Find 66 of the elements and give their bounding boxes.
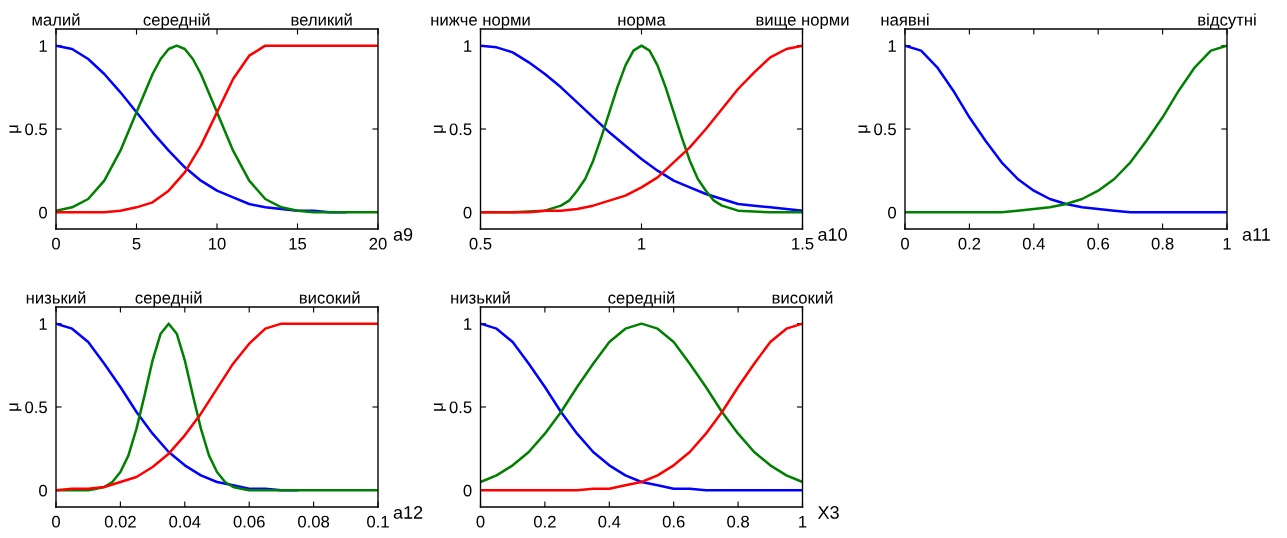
x-tick-label: 1 — [638, 237, 646, 250]
line-series — [56, 322, 378, 492]
y-tick-label: 1 — [39, 318, 47, 330]
x-tick-label: 0.06 — [233, 515, 265, 528]
x-tick-label: 0.6 — [662, 515, 685, 528]
x-axis-title: a10 — [818, 228, 847, 241]
series-label: малий — [32, 13, 80, 26]
x-tick-label: 0 — [52, 237, 60, 250]
x-tick-label: 0.08 — [298, 515, 330, 528]
y-tick-label: 0 — [39, 484, 48, 497]
y-axis-title: μ — [433, 125, 446, 133]
x-tick-label: 1 — [1223, 237, 1231, 250]
series-label: низький — [451, 291, 510, 304]
x-tick-label: 5 — [132, 237, 141, 250]
x-axis-title: a11 — [1242, 228, 1270, 241]
x-tick-label: 20 — [369, 237, 387, 250]
y-axis-title: μ — [433, 403, 446, 411]
y-tick-label: 0.5 — [449, 401, 472, 414]
x-tick-label: 10 — [209, 237, 226, 250]
y-axis-title: μ — [9, 125, 22, 133]
y-tick-label: 1 — [39, 40, 47, 52]
series-label: відсутні — [1198, 13, 1256, 29]
x-tick-label: 0.1 — [367, 515, 389, 528]
series-label: високий — [299, 291, 360, 304]
y-tick-label: 0.5 — [25, 123, 47, 136]
x-axis-title: X3 — [817, 506, 839, 519]
series-label: великий — [291, 13, 352, 26]
y-tick-label: 1 — [464, 318, 472, 330]
x-tick-label: 1.5 — [792, 237, 814, 250]
x-axis-title: a9 — [393, 228, 413, 241]
x-tick-label: 0.8 — [727, 515, 749, 528]
series-label: високий — [772, 291, 833, 304]
series-label: середній — [608, 291, 675, 307]
y-tick-label: 0.5 — [449, 123, 472, 136]
x-tick-label: 0.2 — [533, 515, 556, 528]
y-axis-title: μ — [9, 403, 22, 411]
series-label: низький — [26, 291, 86, 304]
x-tick-label: 0 — [52, 515, 60, 528]
x-tick-label: 0.2 — [958, 237, 981, 250]
x-tick-label: 0.4 — [598, 515, 621, 528]
x-tick-label: 0.02 — [104, 515, 136, 528]
y-tick-label: 0.5 — [874, 123, 896, 136]
x-tick-label: 15 — [289, 237, 307, 250]
x-tick-label: 0.6 — [1087, 237, 1110, 250]
x-tick-label: 1 — [799, 515, 807, 528]
y-tick-label: 0.5 — [25, 401, 47, 414]
x-tick-label: 0 — [476, 515, 485, 528]
y-tick-label: 0 — [463, 206, 472, 219]
series-label: наявні — [881, 13, 929, 26]
series-label: норма — [618, 16, 666, 29]
line-series — [905, 44, 1227, 214]
x-tick-label: 0 — [901, 237, 909, 250]
y-tick-label: 1 — [464, 40, 472, 52]
series-label: середній — [135, 291, 202, 307]
x-tick-label: 0.04 — [169, 515, 201, 528]
series-label: вище норми — [756, 16, 849, 29]
y-tick-label: 0 — [463, 484, 472, 497]
x-tick-label: 0.8 — [1151, 237, 1174, 250]
x-tick-label: 0.4 — [1022, 237, 1045, 250]
series-label: нижче норми — [431, 16, 530, 29]
series-label: середній — [143, 13, 210, 29]
y-tick-label: 1 — [888, 40, 896, 52]
y-tick-label: 0 — [888, 206, 897, 219]
x-axis-title: a12 — [393, 506, 423, 519]
y-tick-label: 0 — [39, 206, 48, 219]
y-axis-title: μ — [858, 125, 871, 133]
